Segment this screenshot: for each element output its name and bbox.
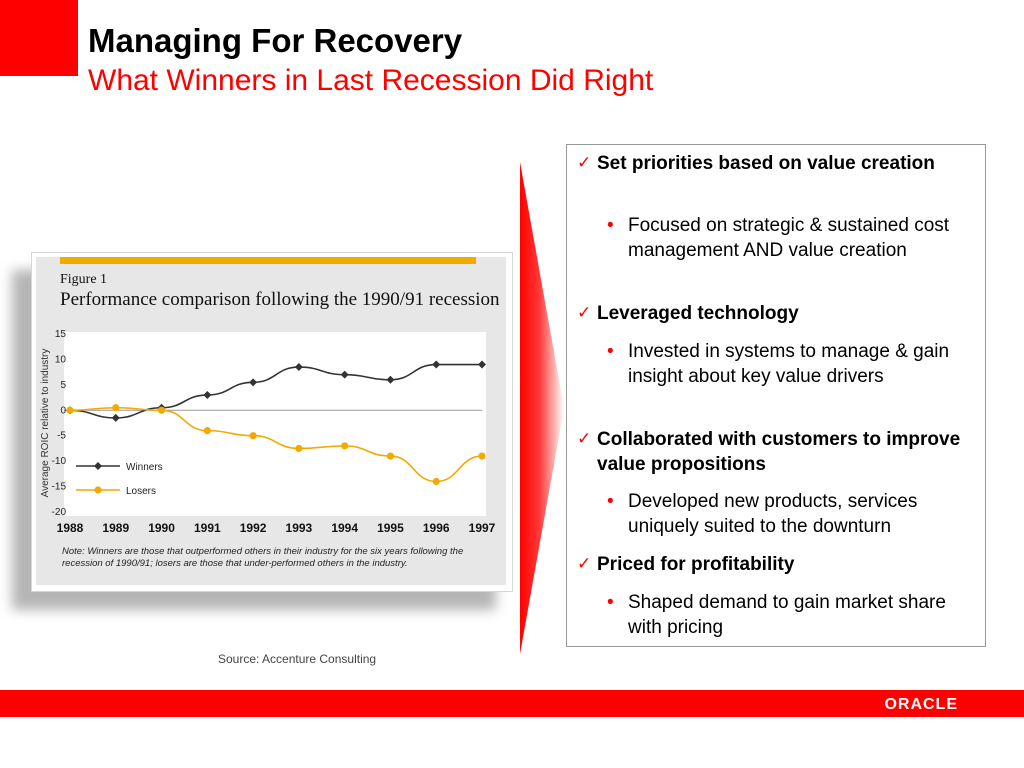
series-line-losers [69, 406, 483, 483]
x-tick-label: 1992 [240, 521, 267, 535]
y-axis-label: Average ROIC relative to industry [40, 349, 51, 498]
x-tick-label: 1988 [57, 521, 84, 535]
data-point-winners [111, 413, 120, 422]
oracle-logo: ORACLE [884, 696, 958, 713]
data-point-winners [249, 378, 258, 387]
x-tick-label: 1989 [102, 521, 129, 535]
check-icon: ✓ [577, 303, 592, 323]
check-icon: ✓ [577, 554, 592, 574]
slide-title: Managing For Recovery [88, 22, 463, 59]
y-tick-label: -15 [52, 482, 67, 493]
data-point-losers [432, 477, 440, 486]
series-line-winners [69, 363, 482, 419]
data-point-losers [203, 427, 211, 435]
legend-entry: Losers [126, 486, 156, 497]
legend-marker [94, 462, 102, 470]
data-point-winners [294, 363, 303, 372]
data-point-winners [386, 375, 395, 384]
data-point-losers [341, 442, 349, 450]
y-tick-label: 0 [60, 405, 66, 416]
point-detail-1: • Focused on strategic & sustained cost … [607, 215, 950, 261]
point-heading-1: ✓ Set priorities based on value creation [577, 153, 935, 174]
footer-bar: ORACLE [0, 690, 1024, 717]
data-point-winners [478, 360, 486, 369]
figure-label: Figure 1 [60, 272, 108, 287]
y-tick-label: -10 [52, 456, 67, 467]
figure-note: Note: Winners are those that outperforme… [62, 546, 464, 569]
data-point-losers [295, 444, 303, 453]
callout-arrow-shape [520, 162, 564, 654]
point-detail-2: • Invested in systems to manage & gain i… [607, 341, 950, 387]
x-tick-label: 1995 [377, 521, 404, 535]
figure-accent-band [60, 257, 476, 264]
y-tick-label: 5 [60, 380, 66, 391]
y-tick-label: -5 [57, 431, 66, 442]
data-point-losers [157, 406, 166, 414]
y-tick-label: 15 [55, 329, 67, 340]
data-point-losers [66, 406, 74, 414]
figure-title: Performance comparison following the 199… [60, 289, 500, 310]
data-point-winners [340, 370, 349, 379]
check-icon: ✓ [577, 153, 592, 173]
x-tick-label: 1997 [469, 521, 496, 535]
y-tick-label: 10 [55, 354, 67, 365]
source-citation: Source: Accenture Consulting [218, 652, 377, 666]
point-heading-4: ✓ Priced for profitability [577, 554, 795, 575]
x-tick-label: 1993 [286, 521, 313, 535]
x-tick-label: 1990 [148, 521, 175, 535]
x-tick-label: 1991 [194, 521, 221, 535]
point-heading-2: ✓ Leveraged technology [577, 303, 799, 324]
bullet-icon: • [607, 592, 614, 613]
data-point-losers [112, 404, 120, 412]
point-detail-4: • Shaped demand to gain market share wit… [607, 592, 946, 638]
data-point-winners [203, 391, 212, 400]
point-detail-3: • Developed new products, services uniqu… [607, 491, 918, 537]
data-point-losers [386, 452, 395, 460]
plot-area [64, 332, 486, 516]
check-icon: ✓ [577, 429, 592, 449]
legend-marker [94, 486, 102, 494]
bullet-icon: • [607, 215, 614, 236]
key-points-box: ✓ Set priorities based on value creation… [566, 144, 986, 647]
slide-subtitle: What Winners in Last Recession Did Right [88, 64, 654, 97]
data-point-losers [249, 432, 257, 440]
y-tick-label: -20 [52, 507, 67, 518]
performance-line-chart: Average ROIC relative to industry 15 10 5 0… [40, 329, 496, 535]
legend-entry: Winners [126, 462, 163, 473]
corner-accent-block [0, 0, 78, 76]
x-tick-label: 1996 [423, 521, 450, 535]
data-point-winners [432, 360, 441, 369]
x-tick-label: 1994 [331, 521, 358, 535]
data-point-losers [478, 452, 486, 460]
bullet-icon: • [607, 341, 614, 362]
point-heading-3: ✓ Collaborated with customers to improve… [577, 429, 961, 475]
bullet-icon: • [607, 491, 614, 512]
